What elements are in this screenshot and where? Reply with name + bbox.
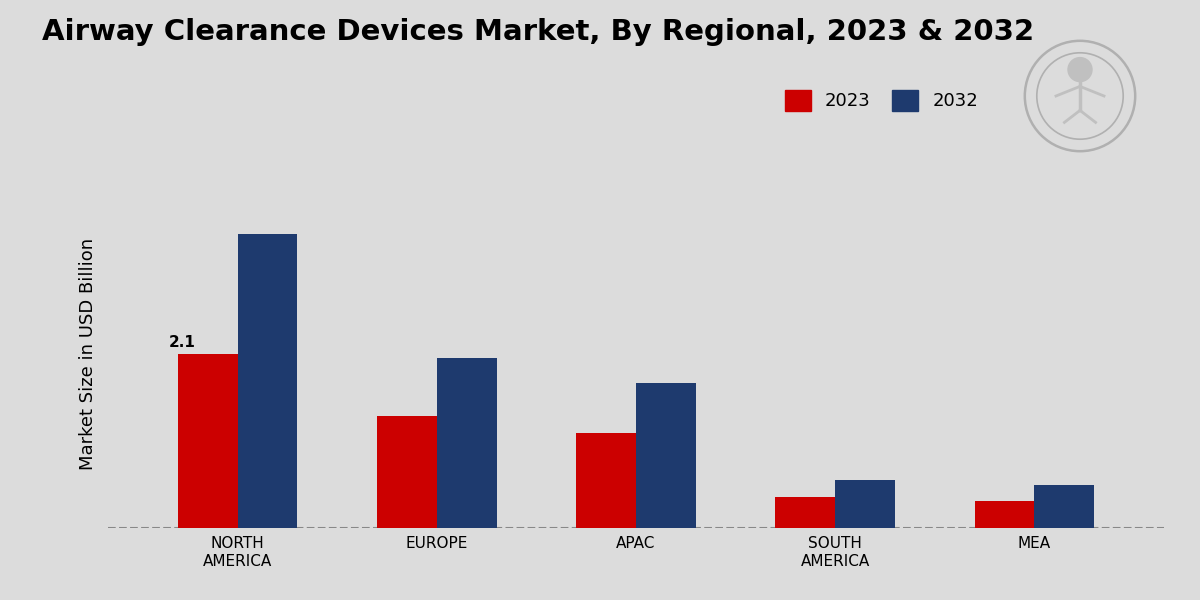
Legend: 2023, 2032: 2023, 2032	[776, 81, 986, 120]
Bar	[238, 234, 298, 528]
Bar	[576, 433, 636, 528]
Text: Airway Clearance Devices Market, By Regional, 2023 & 2032: Airway Clearance Devices Market, By Regi…	[42, 18, 1034, 46]
Bar	[1034, 485, 1094, 528]
Bar	[178, 354, 238, 528]
Bar	[437, 358, 497, 528]
Circle shape	[1068, 58, 1092, 82]
Bar	[775, 497, 835, 528]
Bar	[974, 502, 1034, 528]
Bar	[835, 480, 895, 528]
Text: 2.1: 2.1	[169, 335, 196, 350]
Y-axis label: Market Size in USD Billion: Market Size in USD Billion	[79, 238, 97, 470]
Bar	[377, 416, 437, 528]
Bar	[636, 383, 696, 528]
